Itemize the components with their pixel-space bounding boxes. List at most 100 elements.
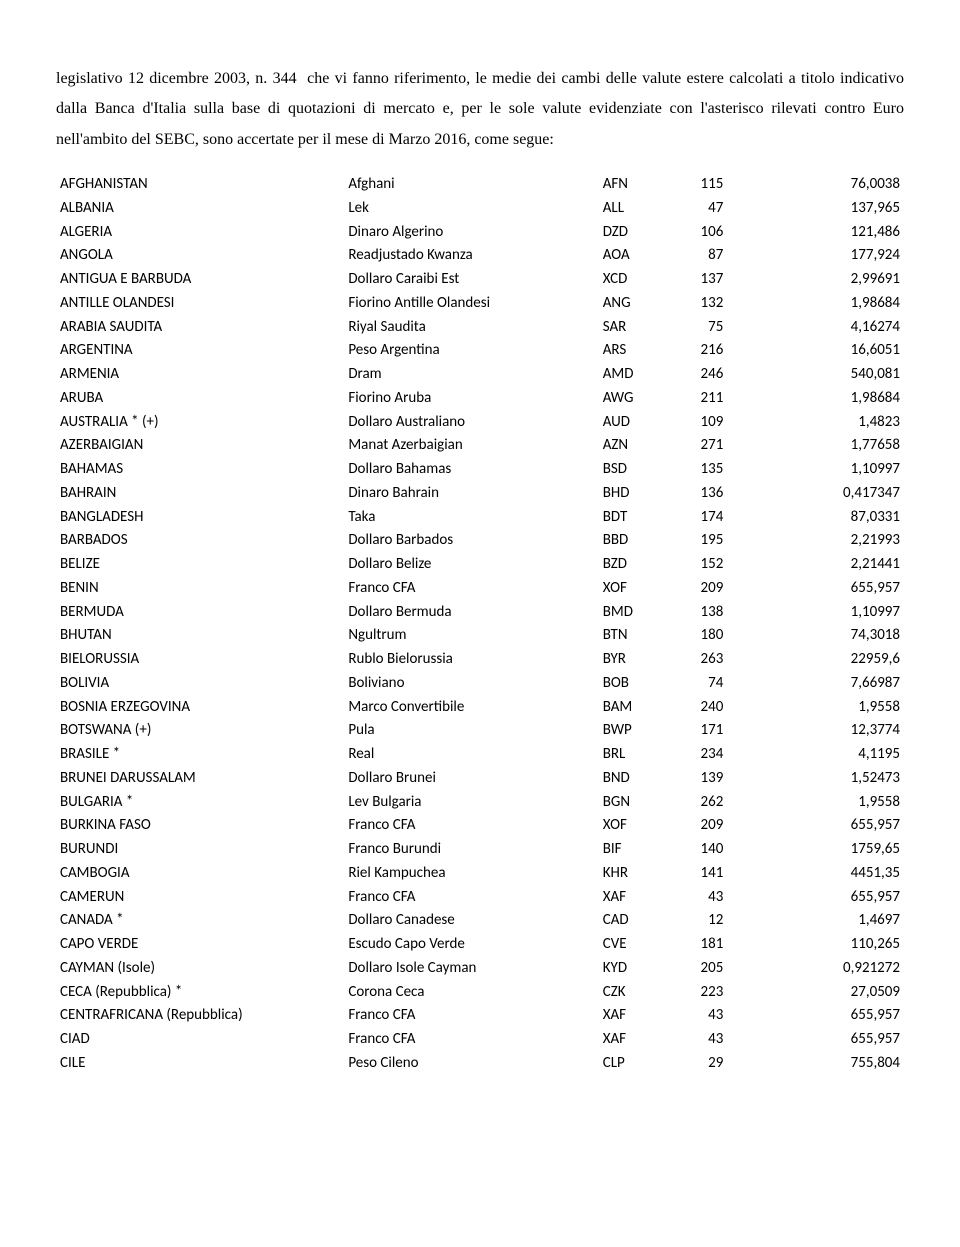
id-cell: 47: [667, 197, 752, 221]
code-cell: ANG: [599, 292, 667, 316]
rate-cell: 4,16274: [751, 316, 904, 340]
currency-cell: Riyal Saudita: [344, 316, 598, 340]
rate-cell: 1,77658: [751, 434, 904, 458]
currency-cell: Dollaro Bermuda: [344, 601, 598, 625]
id-cell: 174: [667, 506, 752, 530]
country-cell: CAMERUN: [56, 886, 344, 910]
country-cell: CILE: [56, 1052, 344, 1076]
table-row: ALBANIALekALL47137,965: [56, 197, 904, 221]
rate-cell: 655,957: [751, 1028, 904, 1052]
rate-cell: 4,1195: [751, 743, 904, 767]
currency-cell: Real: [344, 743, 598, 767]
table-row: BURKINA FASOFranco CFAXOF209655,957: [56, 814, 904, 838]
code-cell: KYD: [599, 957, 667, 981]
code-cell: BAM: [599, 696, 667, 720]
code-cell: BBD: [599, 529, 667, 553]
id-cell: 171: [667, 719, 752, 743]
rate-cell: 4451,35: [751, 862, 904, 886]
id-cell: 29: [667, 1052, 752, 1076]
code-cell: SAR: [599, 316, 667, 340]
rate-cell: 76,0038: [751, 173, 904, 197]
id-cell: 75: [667, 316, 752, 340]
id-cell: 132: [667, 292, 752, 316]
rate-cell: 1,10997: [751, 458, 904, 482]
table-row: BHUTANNgultrumBTN18074,3018: [56, 624, 904, 648]
id-cell: 43: [667, 1004, 752, 1028]
rate-cell: 655,957: [751, 577, 904, 601]
currency-cell: Fiorino Antille Olandesi: [344, 292, 598, 316]
table-row: CENTRAFRICANA (Repubblica)Franco CFAXAF4…: [56, 1004, 904, 1028]
rate-cell: 655,957: [751, 886, 904, 910]
code-cell: CVE: [599, 933, 667, 957]
currency-cell: Dollaro Caraibi Est: [344, 268, 598, 292]
table-row: CIADFranco CFAXAF43655,957: [56, 1028, 904, 1052]
country-cell: BELIZE: [56, 553, 344, 577]
country-cell: BANGLADESH: [56, 506, 344, 530]
table-row: ANTILLE OLANDESIFiorino Antille Olandesi…: [56, 292, 904, 316]
id-cell: 211: [667, 387, 752, 411]
id-cell: 43: [667, 886, 752, 910]
id-cell: 152: [667, 553, 752, 577]
table-row: ANTIGUA E BARBUDADollaro Caraibi EstXCD1…: [56, 268, 904, 292]
currency-cell: Readjustado Kwanza: [344, 244, 598, 268]
id-cell: 74: [667, 672, 752, 696]
country-cell: BOSNIA ERZEGOVINA: [56, 696, 344, 720]
currency-cell: Dollaro Bahamas: [344, 458, 598, 482]
code-cell: ALL: [599, 197, 667, 221]
currency-cell: Dollaro Isole Cayman: [344, 957, 598, 981]
country-cell: CECA (Repubblica) *: [56, 981, 344, 1005]
code-cell: BRL: [599, 743, 667, 767]
code-cell: XOF: [599, 577, 667, 601]
country-cell: BURKINA FASO: [56, 814, 344, 838]
country-cell: BURUNDI: [56, 838, 344, 862]
rate-cell: 1,52473: [751, 767, 904, 791]
currency-cell: Dram: [344, 363, 598, 387]
table-row: BOLIVIABolivianoBOB747,66987: [56, 672, 904, 696]
currency-cell: Rublo Bielorussia: [344, 648, 598, 672]
code-cell: BHD: [599, 482, 667, 506]
id-cell: 136: [667, 482, 752, 506]
rate-cell: 137,965: [751, 197, 904, 221]
id-cell: 209: [667, 577, 752, 601]
currency-cell: Franco Burundi: [344, 838, 598, 862]
country-cell: CIAD: [56, 1028, 344, 1052]
currency-cell: Peso Argentina: [344, 339, 598, 363]
table-row: AUSTRALIA * (+)Dollaro AustralianoAUD109…: [56, 411, 904, 435]
country-cell: BENIN: [56, 577, 344, 601]
country-cell: BULGARIA *: [56, 791, 344, 815]
code-cell: ARS: [599, 339, 667, 363]
rate-cell: 540,081: [751, 363, 904, 387]
country-cell: ANTIGUA E BARBUDA: [56, 268, 344, 292]
code-cell: BTN: [599, 624, 667, 648]
table-row: ARUBAFiorino ArubaAWG2111,98684: [56, 387, 904, 411]
country-cell: CAPO VERDE: [56, 933, 344, 957]
currency-cell: Manat Azerbaigian: [344, 434, 598, 458]
rate-cell: 1,9558: [751, 696, 904, 720]
country-cell: BRASILE *: [56, 743, 344, 767]
id-cell: 209: [667, 814, 752, 838]
id-cell: 263: [667, 648, 752, 672]
table-row: BRASILE *RealBRL2344,1195: [56, 743, 904, 767]
country-cell: ARABIA SAUDITA: [56, 316, 344, 340]
table-row: CAYMAN (Isole)Dollaro Isole CaymanKYD205…: [56, 957, 904, 981]
table-row: BARBADOSDollaro BarbadosBBD1952,21993: [56, 529, 904, 553]
code-cell: BDT: [599, 506, 667, 530]
table-row: BRUNEI DARUSSALAMDollaro BruneiBND1391,5…: [56, 767, 904, 791]
country-cell: CAMBOGIA: [56, 862, 344, 886]
id-cell: 139: [667, 767, 752, 791]
rate-cell: 74,3018: [751, 624, 904, 648]
id-cell: 262: [667, 791, 752, 815]
currency-cell: Franco CFA: [344, 814, 598, 838]
rate-cell: 2,99691: [751, 268, 904, 292]
country-cell: BIELORUSSIA: [56, 648, 344, 672]
currency-cell: Taka: [344, 506, 598, 530]
rate-cell: 7,66987: [751, 672, 904, 696]
rate-cell: 110,265: [751, 933, 904, 957]
country-cell: AUSTRALIA * (+): [56, 411, 344, 435]
rate-cell: 755,804: [751, 1052, 904, 1076]
currency-cell: Franco CFA: [344, 577, 598, 601]
currency-cell: Corona Ceca: [344, 981, 598, 1005]
rate-cell: 2,21993: [751, 529, 904, 553]
code-cell: BYR: [599, 648, 667, 672]
currency-cell: Dollaro Belize: [344, 553, 598, 577]
